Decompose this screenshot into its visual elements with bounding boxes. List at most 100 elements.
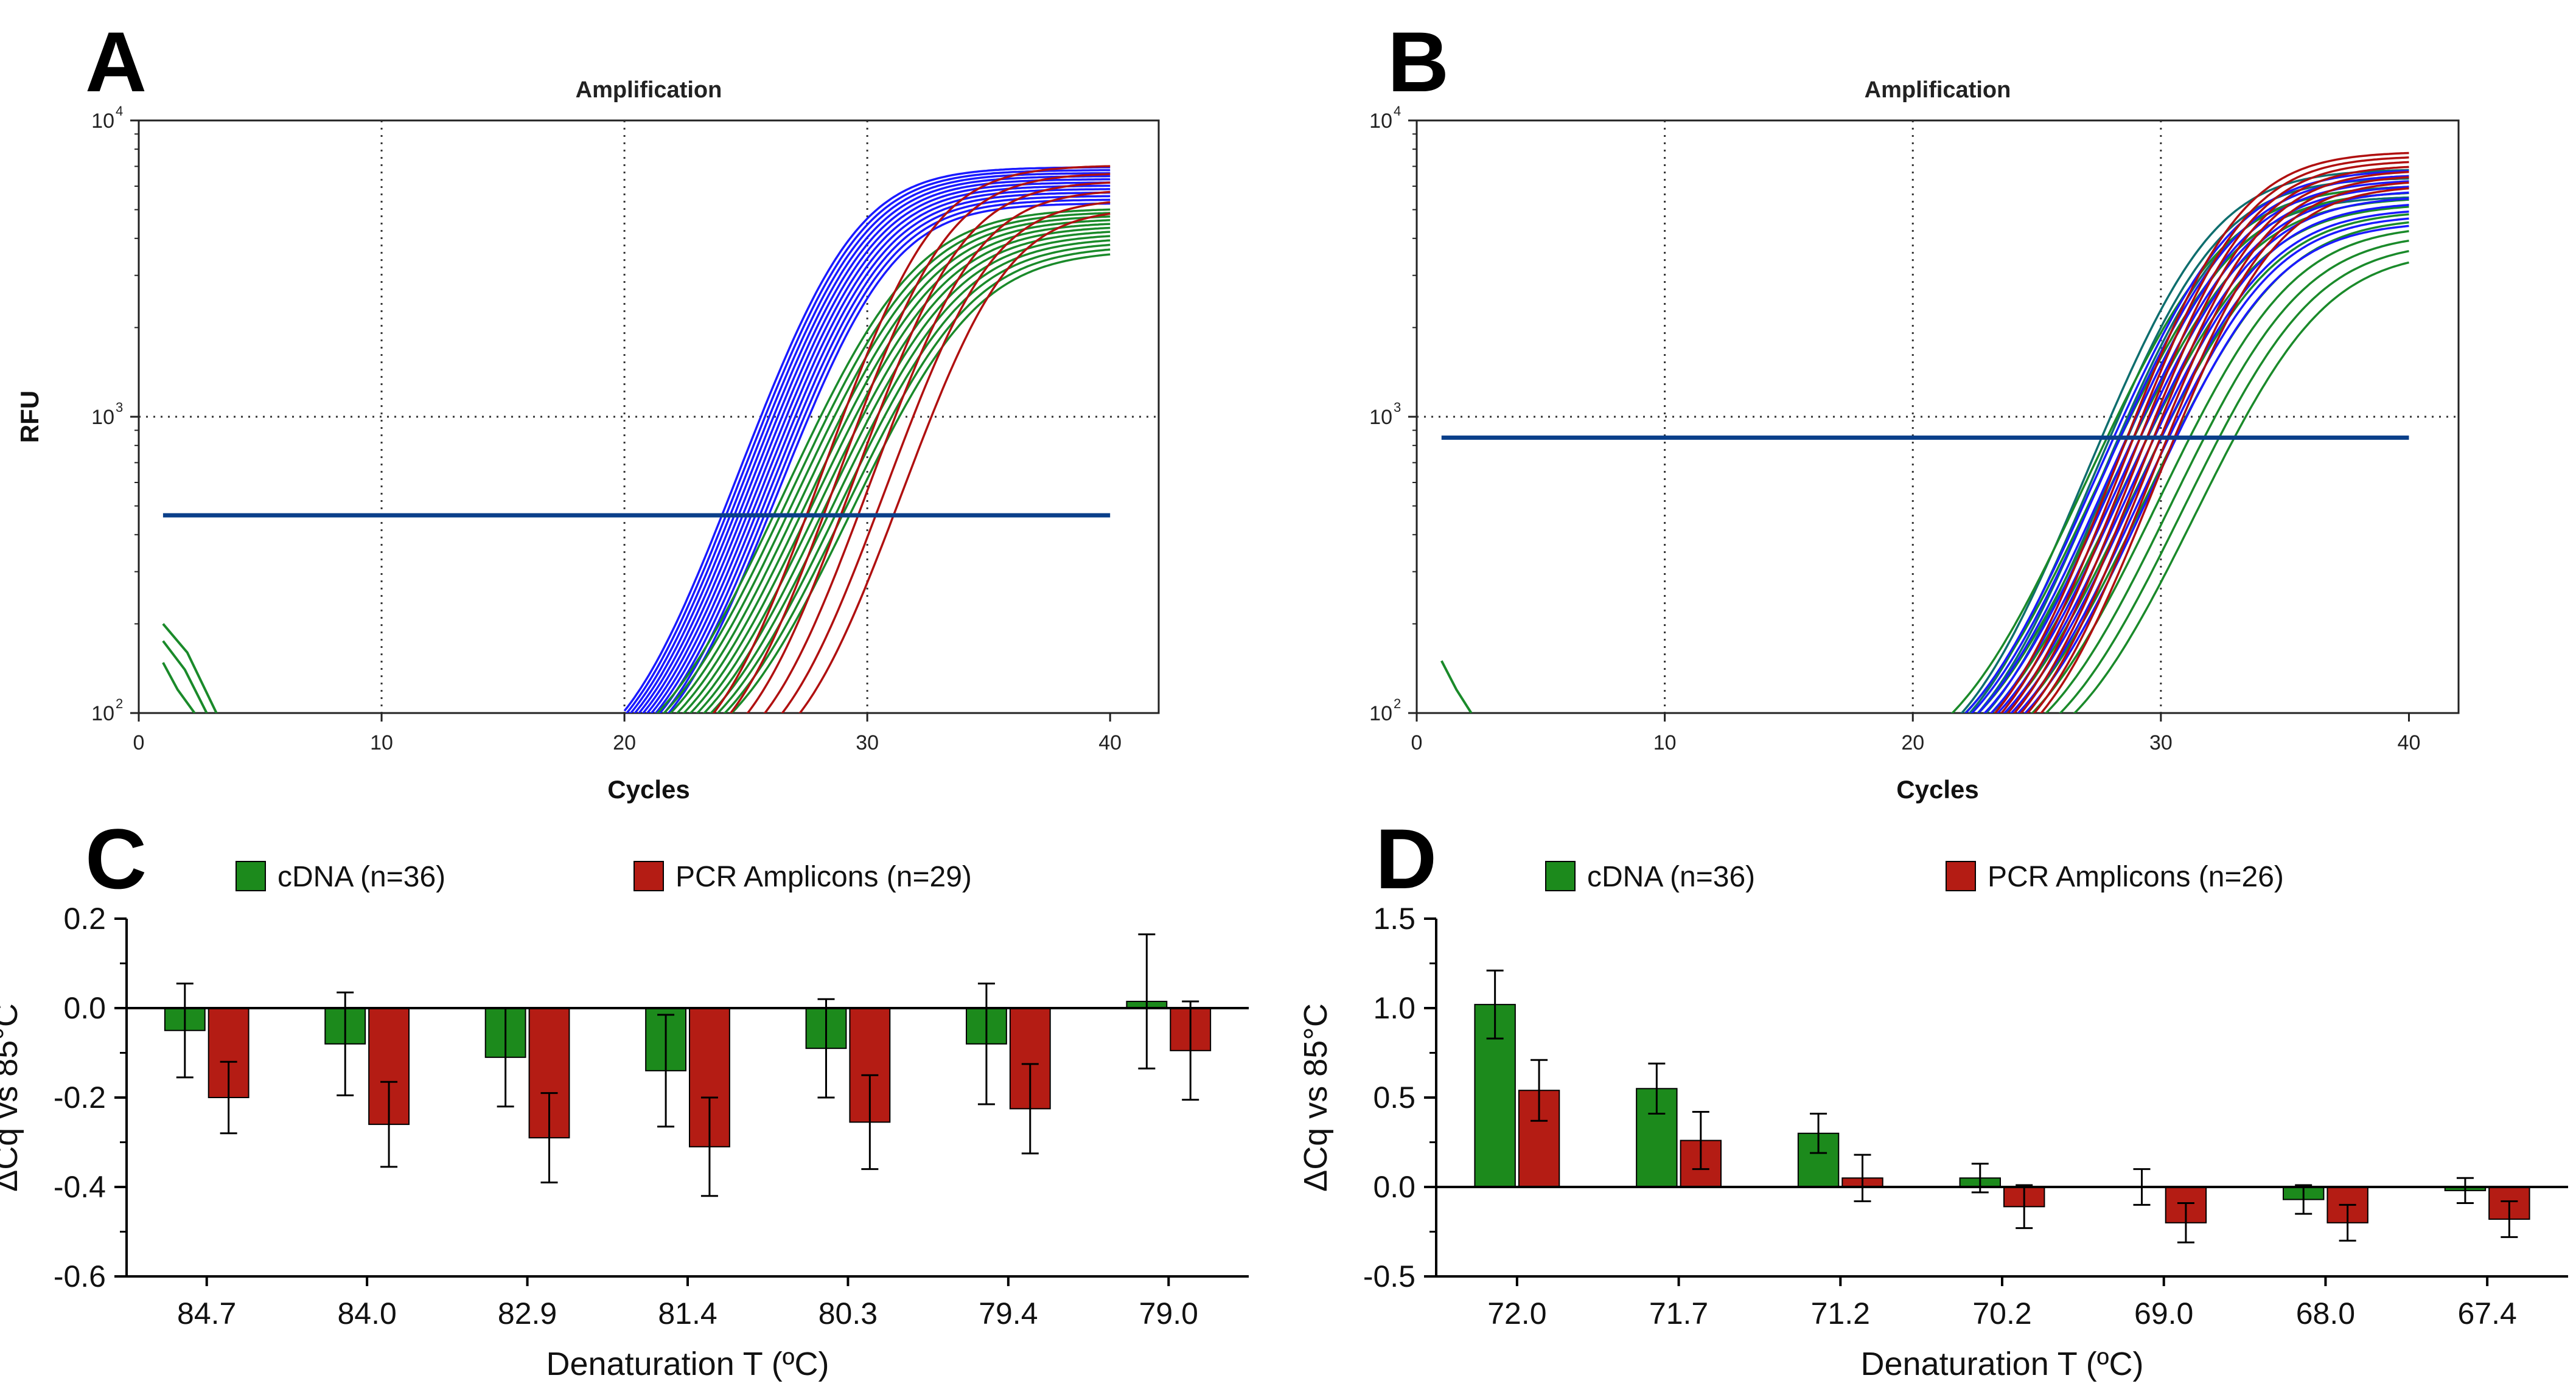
amplification-curve-teal [1960,169,2409,713]
amplification-curve-blue [667,202,1111,713]
x-tick-label: 30 [856,731,879,754]
legend-swatch [236,861,266,891]
plot-frame [138,119,1160,714]
amplification-curve-red [2039,187,2409,713]
amplification-curve-green [1950,186,2409,713]
noise-curve [1440,660,1473,713]
x-tick-label: 79.0 [1139,1296,1198,1331]
y-tick-label: 10 [91,702,114,725]
amplification-curve-blue [629,172,1111,713]
legend-swatch [1946,861,1976,891]
y-tick-label: -0.6 [54,1259,106,1293]
x-tick-label: 81.4 [658,1296,717,1331]
panel-label-d: D [1375,811,1437,907]
y-tick-exponent: 3 [116,400,123,415]
amplification-curve-green [2017,221,2409,713]
x-tick-label: 30 [2149,731,2173,754]
y-axis-label: ΔCq vs 85°C [1297,1003,1334,1192]
y-tick-label: 10 [91,406,114,429]
amplification-curve-blue [1996,197,2409,713]
y-tick-label: 10 [1369,702,1392,725]
x-tick-label: 0 [133,731,145,754]
y-tick-label: 1.0 [1373,991,1415,1025]
amplification-curve-red [2013,165,2409,713]
amplification-curve-green [662,212,1111,713]
amplification-curve-blue [637,178,1111,713]
x-tick-label: 10 [370,731,393,754]
panel-label-c: C [85,811,147,907]
legend-label: cDNA (n=36) [277,861,445,893]
legend-label: cDNA (n=36) [1587,861,1755,893]
x-tick-label: 80.3 [819,1296,878,1331]
x-tick-label: 68.0 [2296,1296,2355,1331]
amplification-curve-green [682,223,1111,713]
x-axis-label: Cycles [1896,775,1978,804]
x-tick-label: 20 [1901,731,1924,754]
amplification-curve-blue [1964,170,2409,713]
amplification-curve-red [2006,161,2409,713]
x-tick-label: 84.0 [337,1296,396,1331]
y-tick-exponent: 3 [1394,400,1401,415]
bar [1797,1132,1840,1188]
y-tick-label: 0.2 [63,902,106,936]
amplification-curve-green [2044,239,2409,713]
amplification-curve-green [655,208,1111,713]
amplification-curve-blue [2003,204,2409,713]
amplification-curve-red [1994,151,2409,713]
amplification-curve-red [781,201,1111,713]
amplification-curve-blue [1989,191,2409,713]
amplification-curve-green [675,219,1111,713]
amplification-curve-red [2033,181,2409,713]
amplification-curve-green [716,243,1111,713]
amplification-curve-blue [1983,186,2409,713]
amplification-curve-green [709,239,1111,713]
y-tick-label: 10 [1369,406,1392,429]
amplification-curve-blue [646,184,1111,713]
amplification-curve-green [2059,249,2409,713]
amplification-curve-green [2073,261,2409,713]
amplification-curve-blue [634,175,1111,713]
amplification-curve-blue [650,188,1111,713]
amplification-curve-red [712,165,1111,713]
noise-curve [162,623,218,713]
y-tick-label: 0.0 [63,991,106,1025]
legend-swatch [634,861,664,891]
y-tick-exponent: 2 [1394,696,1401,711]
y-tick-label: -0.4 [54,1170,106,1204]
amplification-curve-green [689,226,1111,713]
x-tick-label: 67.4 [2457,1296,2516,1331]
amplification-curve-blue [641,181,1111,713]
x-tick-label: 79.4 [979,1296,1038,1331]
x-tick-label: 71.2 [1811,1296,1870,1331]
y-tick-exponent: 2 [116,696,123,711]
noise-curve [162,640,208,713]
y-axis-label: RFU [15,391,44,443]
x-tick-label: 40 [1098,731,1122,754]
plot-area [162,165,1111,713]
amplification-curve-green [2031,230,2409,713]
plot-area [1440,151,2409,713]
amplification-curve-green [730,253,1111,713]
x-tick-label: 20 [613,731,636,754]
panel-label-b: B [1387,14,1449,110]
amplification-curve-green [723,248,1111,713]
y-tick-label: 1.5 [1373,902,1415,936]
x-tick-label: 72.0 [1487,1296,1546,1331]
y-tick-label: -0.2 [54,1081,106,1115]
x-tick-label: 10 [1653,731,1677,754]
x-tick-label: 69.0 [2134,1296,2193,1331]
bar-chart-c: 0.2 0.0 -0.2 -0.4 -0.6 84.7 84.0 82.9 81.4 80.3 79… [0,861,1249,1382]
amplification-curve-blue [2009,211,2409,713]
y-tick-label: 0.5 [1373,1081,1415,1115]
amplification-curve-red [729,173,1111,713]
amplification-curve-blue [658,195,1111,713]
bar-chart-d: 1.5 1.0 0.5 0.0 -0.5 72.0 71.7 71.2 70.2 69.0 68.0… [1297,861,2568,1382]
amplification-curve-green [696,231,1111,713]
x-tick-label: 82.9 [498,1296,557,1331]
x-tick-label: 71.7 [1649,1296,1708,1331]
amplification-curve-blue [623,166,1111,712]
chart-title: Amplification [1865,77,2011,103]
x-axis-label: Denaturation T (ºC) [546,1346,829,1382]
